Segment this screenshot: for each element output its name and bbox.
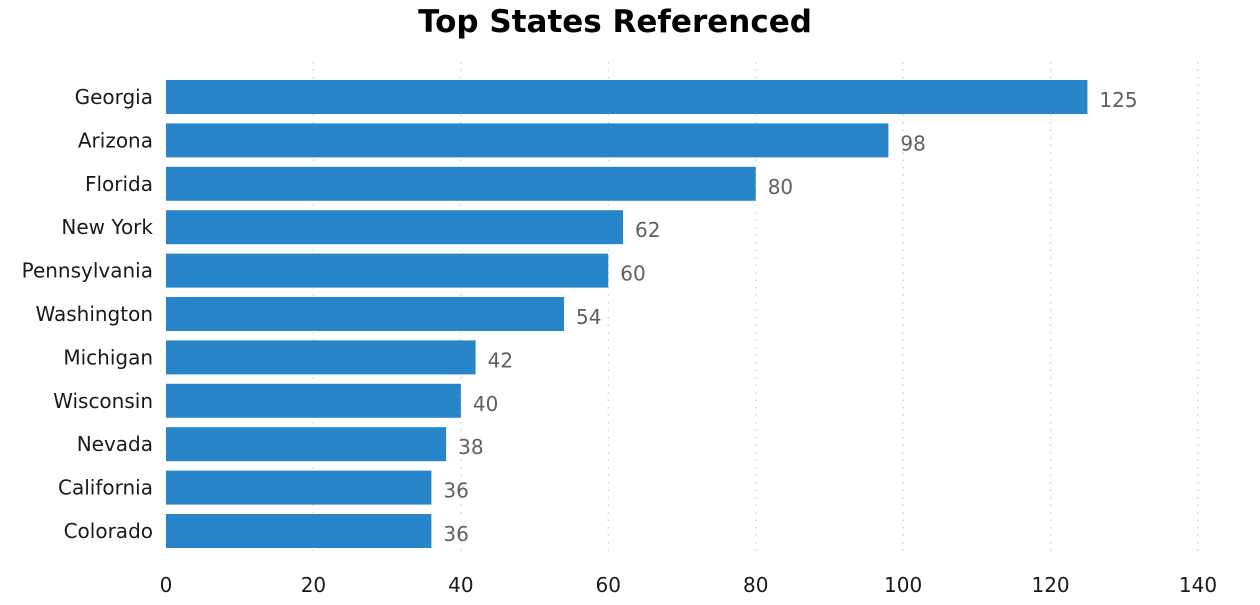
bars: [166, 80, 1088, 548]
bar-georgia: [166, 80, 1088, 114]
category-label: Arizona: [78, 128, 153, 152]
value-labels: 125 98 80 62 60 54 42 40 38 36 36: [443, 88, 1137, 546]
x-tick-label: 60: [596, 573, 621, 597]
bar-nevada: [166, 427, 447, 462]
category-label: Pennsylvania: [22, 259, 153, 283]
x-tick-label: 120: [1031, 573, 1069, 597]
bar-california: [166, 470, 432, 505]
x-tick-label: 80: [743, 573, 768, 597]
category-label: New York: [61, 215, 153, 239]
data-label: 42: [488, 348, 513, 372]
data-label: 40: [473, 392, 498, 416]
bar-michigan: [166, 340, 476, 375]
x-tick-label: 140: [1179, 573, 1217, 597]
data-label: 80: [768, 175, 793, 199]
x-tick-label: 100: [884, 573, 922, 597]
bar-new-york: [166, 210, 624, 245]
bar-pennsylvania: [166, 253, 609, 288]
category-label: Wisconsin: [53, 389, 153, 413]
category-labels: Georgia Arizona Florida New York Pennsylvani…: [22, 85, 154, 543]
data-label: 54: [576, 305, 601, 329]
category-label: Michigan: [63, 345, 153, 369]
category-label: Washington: [35, 302, 153, 326]
x-tick-label: 20: [301, 573, 326, 597]
data-label: 36: [443, 479, 468, 503]
category-label: Colorado: [64, 519, 153, 543]
data-label: 38: [458, 435, 483, 459]
chart-title: Top States Referenced: [418, 4, 812, 40]
data-label: 36: [443, 522, 468, 546]
data-label: 60: [620, 262, 645, 286]
x-tick-label: 0: [160, 573, 173, 597]
category-label: Florida: [85, 172, 153, 196]
data-label: 125: [1099, 88, 1137, 112]
bar-washington: [166, 297, 565, 331]
data-label: 62: [635, 218, 660, 242]
category-label: California: [58, 476, 153, 500]
data-label: 98: [900, 131, 925, 155]
bar-arizona: [166, 123, 889, 158]
bar-wisconsin: [166, 383, 461, 418]
bar-colorado: [166, 514, 432, 548]
x-axis-ticks: 0 20 40 60 80 100 120 140: [160, 573, 1217, 597]
bar-florida: [166, 166, 756, 201]
category-label: Nevada: [77, 432, 153, 456]
category-label: Georgia: [75, 85, 153, 109]
x-tick-label: 40: [448, 573, 473, 597]
